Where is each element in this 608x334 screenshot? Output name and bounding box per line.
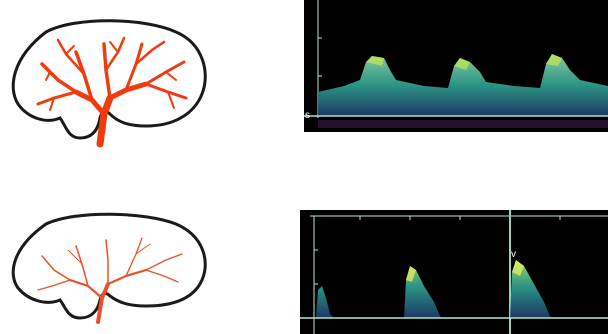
peak-marker-label: v — [511, 249, 516, 260]
renal-vessels-dense — [36, 36, 188, 148]
doppler-spectrum-high-diastolic: s — [304, 0, 608, 132]
doppler-signal-envelope — [316, 260, 552, 318]
baseline-marker-label: s — [305, 110, 310, 121]
doppler-waveform-plot — [300, 210, 608, 334]
kidney-reduced-illustration — [11, 212, 207, 324]
doppler-reverse-band — [318, 120, 608, 128]
doppler-signal-envelope — [318, 54, 608, 116]
axis-ticks — [313, 216, 561, 285]
doppler-spectrum-low-diastolic: v — [300, 210, 608, 334]
doppler-peak-highlight — [366, 54, 562, 70]
kidney-outline — [11, 212, 207, 320]
doppler-peak-highlight — [406, 260, 524, 282]
renal-vessels-sparse — [37, 237, 183, 324]
doppler-waveform-plot — [304, 0, 608, 128]
kidney-normal-illustration — [11, 19, 207, 148]
